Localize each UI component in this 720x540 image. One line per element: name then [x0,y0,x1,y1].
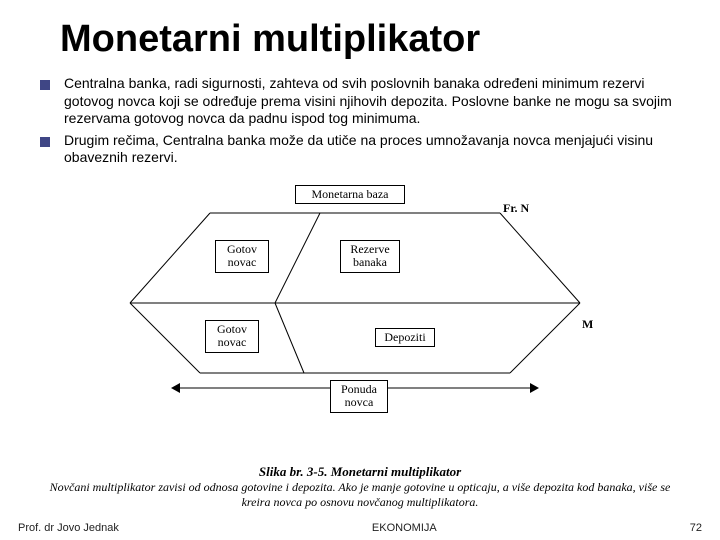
bullet-list: Centralna banka, radi sigurnosti, zahtev… [0,75,720,167]
bullet-icon [40,137,50,147]
label-ponuda-novca: Ponuda novca [330,380,388,414]
diagram: Monetarna baza Fr. N Gotov novac Rezerve… [60,185,660,415]
footer: Prof. dr Jovo Jednak EKONOMIJA 72 [0,522,720,534]
figure-caption: Slika br. 3-5. Monetarni multiplikator N… [40,464,680,510]
label-frn: Fr. N [503,201,529,216]
label-gotov-novac-top: Gotov novac [215,240,269,274]
label-m: M [582,317,593,332]
bullet-text: Centralna banka, radi sigurnosti, zahtev… [64,75,680,128]
label-monetarna-baza: Monetarna baza [295,185,405,205]
list-item: Drugim rečima, Centralna banka može da u… [40,132,680,167]
caption-body: Novčani multiplikator zavisi od odnosa g… [40,480,680,510]
footer-subject: EKONOMIJA [372,522,437,534]
list-item: Centralna banka, radi sigurnosti, zahtev… [40,75,680,128]
bullet-text: Drugim rečima, Centralna banka može da u… [64,132,680,167]
footer-page-number: 72 [690,522,702,534]
label-depoziti: Depoziti [375,328,435,348]
caption-title: Slika br. 3-5. Monetarni multiplikator [40,464,680,480]
label-rezerve-banaka: Rezerve banaka [340,240,400,274]
arrow-left-icon [171,383,180,393]
arrow-right-icon [530,383,539,393]
bullet-icon [40,80,50,90]
label-gotov-novac-bottom: Gotov novac [205,320,259,354]
footer-author: Prof. dr Jovo Jednak [18,522,119,534]
page-title: Monetarni multiplikator [0,0,720,75]
